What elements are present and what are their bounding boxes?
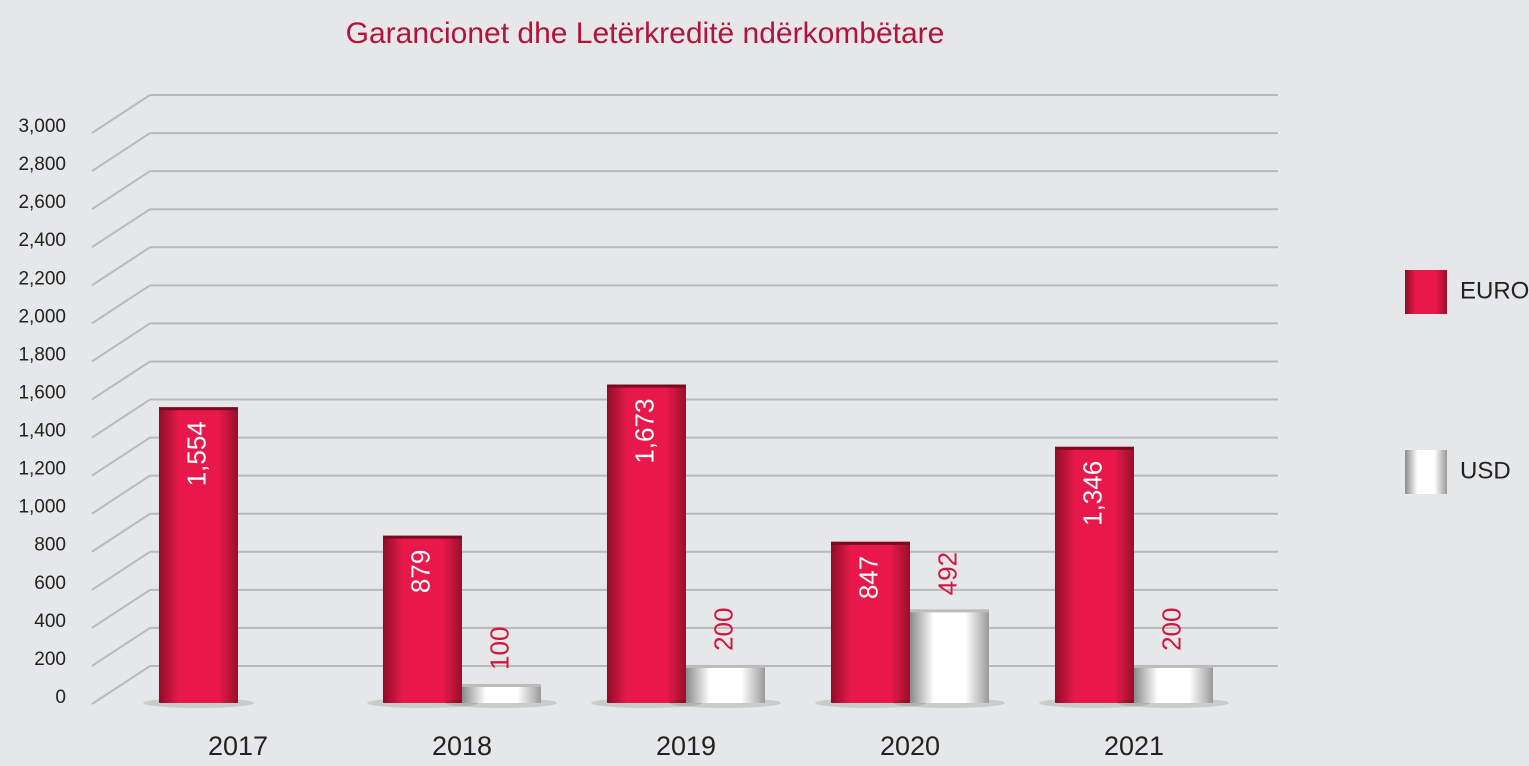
grid-diagonal [91,474,151,515]
grid-diagonal [91,436,151,477]
bar-top [462,683,541,687]
grid-diagonal [91,94,151,134]
x-tick-label: 2020 [880,731,940,761]
value-label: 847 [853,556,883,599]
y-tick-label: 1,400 [18,421,66,442]
y-tick-label: 200 [34,649,66,670]
chart-title: Garancionet dhe Letërkreditë ndërkombëta… [346,17,945,50]
bar [607,384,686,703]
x-tick-label: 2019 [656,731,716,761]
bar-top [910,609,989,613]
grid-diagonal [91,246,151,287]
bar-top [1055,446,1134,450]
bar [462,683,541,703]
value-label: 1,673 [629,399,659,464]
bar [831,541,910,703]
bar-top [383,535,462,539]
grid-diagonal [91,589,151,629]
y-tick-label: 2,200 [18,268,66,289]
y-tick-label: 400 [34,611,66,632]
value-label: 1,346 [1077,461,1107,526]
value-label: 100 [484,627,514,670]
y-tick-label: 2,800 [18,154,66,175]
bar [383,535,462,703]
x-tick-label: 2017 [208,731,268,761]
y-tick-label: 2,400 [18,230,66,251]
grid-diagonal [91,398,151,439]
y-tick-label: 800 [34,535,66,556]
legend-label: EURO [1460,277,1529,304]
y-tick-label: 2,600 [18,192,66,213]
y-tick-label: 0 [55,687,66,708]
bar [1134,664,1213,703]
value-label: 1,554 [181,421,211,486]
bar-top [607,384,686,388]
bar-top [1134,664,1213,668]
y-tick-label: 1,600 [18,382,66,403]
bar [159,407,238,703]
x-tick-label: 2021 [1104,731,1164,761]
grid-diagonal [91,322,151,363]
bar [910,609,989,703]
x-tick-label: 2018 [432,731,492,761]
y-tick-label: 1,200 [18,459,66,480]
legend-swatch [1405,450,1447,494]
grid-diagonal [91,284,151,325]
value-label: 200 [708,608,738,651]
grid-diagonal [91,512,151,553]
legend-swatch [1405,270,1447,314]
value-label: 492 [932,552,962,595]
grid-diagonal [91,665,151,705]
grid-diagonal [91,170,151,210]
bar-top [686,664,765,668]
bar-top [159,407,238,411]
bar [686,664,765,703]
grid-diagonal [91,208,151,249]
grid-diagonal [91,627,151,667]
bar-top [831,541,910,545]
y-tick-label: 1,000 [18,497,66,518]
grid-diagonal [91,132,151,172]
y-tick-label: 3,000 [18,116,66,137]
value-label: 200 [1156,608,1186,651]
grid-diagonal [91,550,151,591]
y-tick-label: 2,000 [18,306,66,327]
value-label: 879 [405,550,435,593]
grid-diagonal [91,360,151,401]
y-tick-label: 1,800 [18,344,66,365]
bar [1055,446,1134,703]
y-tick-label: 600 [34,573,66,594]
legend-label: USD [1460,457,1511,484]
